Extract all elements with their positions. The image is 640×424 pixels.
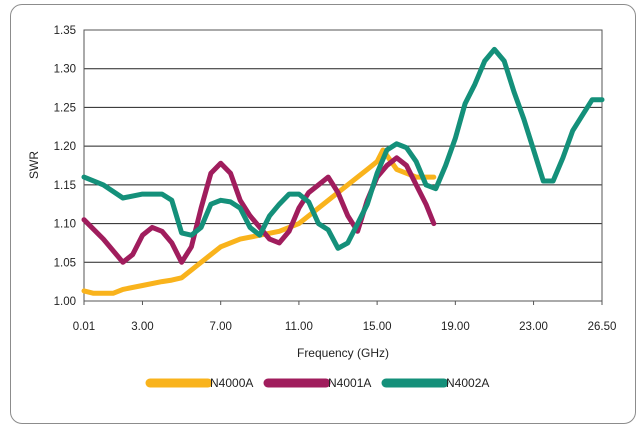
x-tick-label: 3.00 (131, 321, 153, 333)
series-line-n4001a (81, 155, 437, 265)
legend-label-n4000a: N4000A (210, 376, 253, 390)
legend-label-n4002a: N4002A (446, 376, 489, 390)
series-line-n4002a (81, 46, 605, 251)
legend: N4000A N4001A N4002A (145, 376, 489, 390)
x-axis-title: Frequency (GHz) (297, 346, 389, 360)
x-tick-label: 15.00 (363, 321, 392, 333)
x-tick-label: 26.50 (588, 321, 617, 333)
y-tick-label: 1.05 (54, 257, 76, 269)
series-lines (81, 46, 605, 296)
gridlines (84, 29, 602, 302)
y-tick-label: 1.00 (54, 296, 76, 308)
y-tick-label: 1.10 (54, 219, 76, 231)
y-tick-label: 1.20 (54, 141, 76, 153)
tick-labels: 1.00 1.05 1.10 1.15 1.20 1.25 1.30 1.35 0.01 3.00… (54, 25, 617, 333)
y-axis-title: SWR (27, 151, 41, 179)
swr-line-chart: 1.00 1.05 1.10 1.15 1.20 1.25 1.30 1.35 0.01 3.00… (27, 25, 617, 390)
x-tick-label: 19.00 (441, 321, 470, 333)
y-tick-label: 1.25 (54, 102, 76, 114)
x-tick-label: 7.00 (209, 321, 231, 333)
y-tick-label: 1.35 (54, 25, 76, 37)
x-tick-label: 11.00 (285, 321, 313, 333)
y-tick-label: 1.30 (54, 64, 76, 76)
x-tick-label: 0.01 (73, 321, 95, 333)
plot-area (83, 29, 603, 302)
y-tick-label: 1.15 (54, 180, 76, 192)
x-tick-label: 23.00 (519, 321, 548, 333)
legend-label-n4001a: N4001A (328, 376, 371, 390)
